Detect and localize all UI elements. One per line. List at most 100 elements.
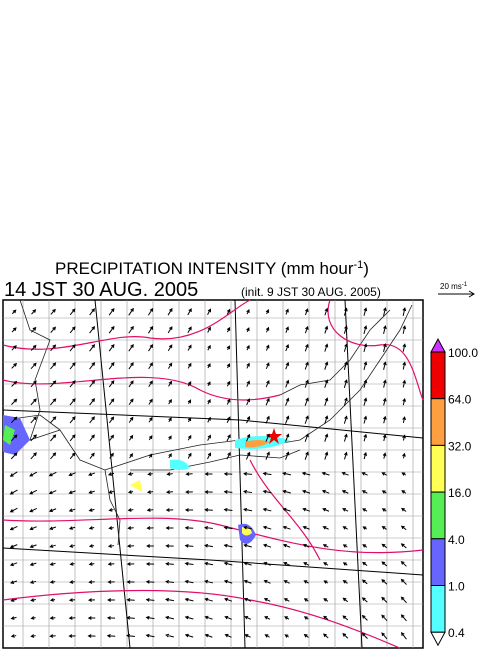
wind-arrow	[400, 596, 407, 604]
wind-arrow	[207, 434, 211, 441]
wind-arrow	[207, 381, 211, 387]
wind-arrow	[127, 490, 134, 494]
wind-arrow	[68, 490, 76, 495]
wind-arrow	[187, 362, 192, 369]
wind-arrow	[109, 416, 115, 424]
wind-arrow	[262, 489, 272, 494]
wind-arrow	[285, 415, 290, 424]
wind-arrow	[127, 508, 134, 512]
wind-arrow	[304, 361, 309, 370]
wind-arrow	[342, 597, 348, 603]
wind-arrow	[343, 343, 348, 352]
wind-arrow	[263, 598, 271, 602]
wind-arrow	[50, 362, 57, 370]
wind-arrow	[128, 362, 134, 370]
wind-arrow	[187, 434, 192, 441]
wind-arrow	[107, 598, 115, 602]
wind-arrow	[9, 562, 18, 567]
wind-arrow	[184, 633, 194, 638]
wind-arrow	[324, 379, 329, 388]
wind-arrow	[226, 434, 231, 442]
wind-arrow	[226, 451, 231, 460]
wind-arrow	[167, 326, 173, 334]
wind-arrow	[402, 397, 407, 406]
wind-arrow	[284, 616, 290, 620]
wind-arrow	[126, 633, 135, 638]
wind-arrow	[69, 362, 76, 370]
wind-arrow	[168, 380, 173, 387]
wind-arrow	[148, 344, 154, 352]
wind-arrow	[165, 633, 174, 638]
wind-arrow	[226, 416, 231, 423]
wind-arrow	[402, 434, 406, 441]
wind-arrow	[69, 452, 76, 460]
wind-arrow	[50, 380, 57, 388]
wind-arrow	[108, 361, 115, 370]
wind-arrow	[30, 326, 37, 333]
wind-arrow	[402, 452, 406, 459]
wind-arrow	[165, 579, 174, 584]
wind-arrow	[148, 416, 153, 423]
wind-arrow	[11, 309, 17, 315]
wind-arrow	[285, 433, 290, 442]
wind-arrow	[9, 471, 18, 477]
wind-arrow	[29, 544, 37, 549]
wind-arrow	[343, 415, 348, 424]
init-time: (init. 9 JST 30 AUG. 2005)	[241, 285, 381, 299]
wind-arrow	[285, 451, 290, 460]
wind-arrow	[126, 598, 135, 602]
wind-arrow	[50, 434, 57, 442]
wind-arrow	[204, 633, 213, 638]
wind-arrow	[284, 634, 289, 638]
colorbar-segment	[430, 585, 446, 633]
wind-arrow	[246, 415, 251, 424]
wind-arrow	[323, 598, 329, 602]
wind-arrow	[187, 399, 192, 405]
wind-arrow	[89, 326, 96, 334]
wind-arrow	[382, 397, 387, 406]
wind-arrow	[265, 344, 270, 351]
wind-arrow	[246, 344, 250, 351]
wind-arrow	[88, 562, 95, 566]
wind-arrow	[187, 452, 192, 459]
wind-arrow	[363, 307, 368, 316]
wind-arrow	[204, 472, 213, 476]
wind-arrow	[363, 433, 368, 442]
wind-arrow	[87, 616, 96, 620]
wind-arrow	[285, 326, 289, 333]
wind-arrow	[107, 544, 115, 548]
wind-arrow	[362, 561, 368, 566]
wind-arrow	[323, 562, 329, 566]
colorbar-segment	[430, 491, 446, 540]
wind-arrow	[343, 379, 348, 388]
colorbar-under	[430, 631, 446, 647]
wind-arrow	[383, 325, 387, 334]
wind-arrow	[69, 308, 76, 316]
wind-arrow	[10, 634, 17, 638]
wind-arrow	[207, 308, 211, 315]
wind-arrow	[361, 632, 368, 639]
wind-arrow	[322, 526, 329, 530]
wind-arrow	[381, 632, 388, 640]
wind-arrow	[48, 508, 57, 513]
colorbar: 100.0 64.0 32.0 16.0 4.0 1.0 0.4	[430, 337, 478, 647]
wind-arrow	[69, 380, 76, 388]
wind-arrow	[383, 307, 387, 316]
wind-arrow	[361, 472, 368, 476]
wind-arrow	[147, 472, 153, 476]
wind-arrow	[11, 398, 18, 406]
wind-arrow	[304, 451, 309, 460]
wind-arrow	[165, 544, 174, 548]
wind-arrow	[223, 561, 233, 566]
wind-arrow	[343, 307, 348, 316]
wind-arrow	[146, 544, 154, 548]
wind-arrow	[9, 507, 18, 513]
map	[2, 299, 424, 649]
wind-arrow	[30, 344, 37, 351]
wind-arrow	[127, 472, 134, 476]
wind-arrow	[50, 308, 56, 315]
wind-arrow	[264, 616, 271, 620]
wind-arrow	[322, 544, 329, 548]
wind-arrow	[204, 579, 213, 584]
